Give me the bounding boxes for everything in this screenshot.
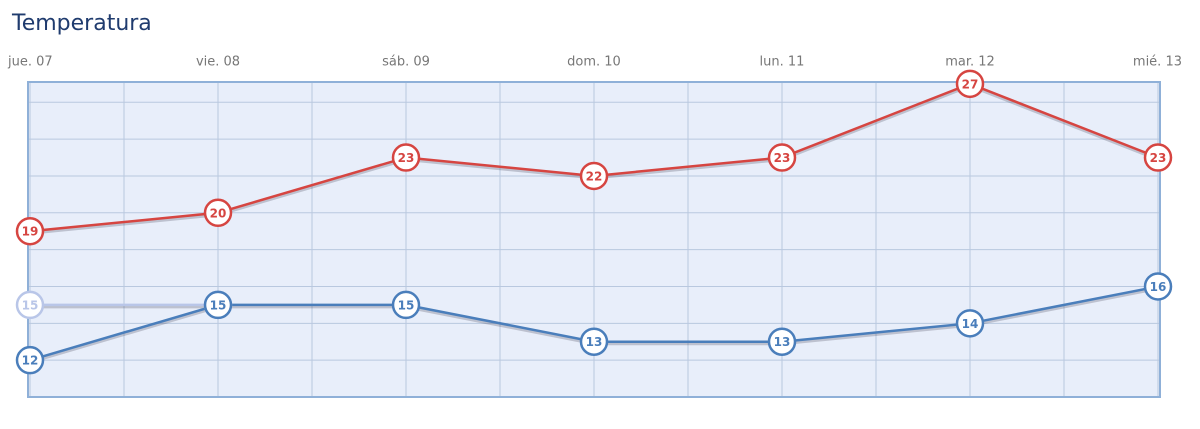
point — [203, 198, 233, 228]
data-label: 13 — [586, 335, 603, 349]
data-label: 15 — [398, 298, 415, 312]
point — [767, 327, 797, 356]
data-label: 19 — [22, 225, 39, 239]
point — [955, 309, 985, 338]
data-label: 20 — [210, 206, 227, 220]
point — [1143, 272, 1173, 301]
x-tick-label: mié. 13 — [1133, 55, 1182, 70]
x-tick-label: jue. 07 — [7, 55, 53, 70]
data-label: 12 — [22, 354, 39, 368]
point — [391, 290, 421, 320]
point — [15, 290, 45, 320]
point — [579, 327, 609, 356]
data-label: 23 — [1150, 151, 1167, 165]
point — [15, 345, 45, 375]
x-tick-label: dom. 10 — [567, 55, 621, 70]
point — [15, 216, 45, 246]
data-label: 16 — [1150, 280, 1167, 294]
data-label: 23 — [774, 151, 791, 165]
data-label: 15 — [22, 298, 39, 312]
point — [1143, 143, 1173, 172]
data-label: 14 — [962, 317, 979, 331]
point — [955, 69, 985, 99]
point — [579, 161, 609, 191]
point — [203, 290, 233, 320]
x-tick-label: vie. 08 — [196, 55, 240, 70]
point — [391, 143, 421, 172]
chart-title: Temperatura — [11, 11, 152, 36]
x-tick-label: lun. 11 — [760, 55, 805, 70]
x-tick-label: mar. 12 — [945, 55, 995, 70]
data-label: 15 — [210, 298, 227, 312]
data-label: 27 — [962, 77, 979, 91]
x-tick-label: sáb. 09 — [382, 55, 430, 70]
data-label: 22 — [586, 169, 603, 183]
point — [767, 143, 797, 172]
data-label: 23 — [398, 151, 415, 165]
data-label: 13 — [774, 335, 791, 349]
